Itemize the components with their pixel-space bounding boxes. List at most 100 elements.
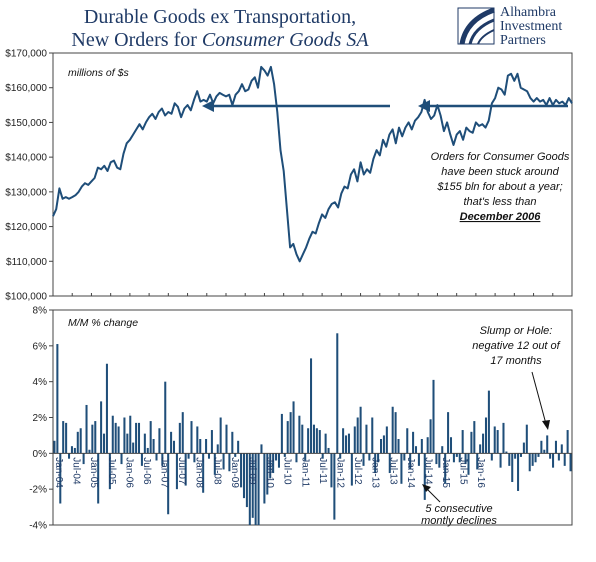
decline-note-line2: montly declines (421, 515, 497, 527)
mm-change-bar (455, 453, 458, 457)
bottom-y-tick-label: -4% (29, 521, 47, 532)
mm-change-bar (304, 453, 307, 461)
mm-change-bar (219, 417, 222, 454)
mm-change-bar (225, 424, 228, 454)
mm-change-bar (193, 453, 196, 463)
mm-change-bar (540, 440, 543, 454)
mm-change-bar (70, 446, 73, 454)
mm-change-bar (76, 431, 79, 454)
chart-title-line1: Durable Goods ex Transportation, (83, 6, 357, 28)
mm-change-bar (149, 421, 152, 454)
mm-change-bar (117, 426, 120, 454)
mm-change-bar (420, 439, 423, 454)
bottom-y-tick-label: 8% (33, 306, 48, 317)
bottom-x-tick-label: Jan-08 (194, 457, 205, 488)
mm-change-bar (554, 440, 557, 454)
mm-change-bar (129, 415, 132, 454)
mm-change-bar (345, 435, 348, 454)
mm-change-bar (403, 453, 406, 461)
mm-change-bar (382, 435, 385, 454)
top-note-line5: December 2006 (460, 211, 542, 223)
mm-change-bar (91, 424, 94, 454)
bottom-x-tick-label: Jan-09 (229, 457, 240, 488)
mm-change-bar (245, 453, 248, 508)
mm-change-bar (423, 453, 426, 500)
logo-line2: Investment (500, 19, 563, 34)
mm-change-bar (534, 453, 537, 463)
mm-change-bar (289, 412, 292, 454)
mm-change-bar (108, 453, 111, 490)
bottom-x-tick-label: Jul-11 (317, 457, 328, 484)
slump-annotation: Slump or Hole: negative 12 out of 17 mon… (472, 325, 561, 430)
mm-change-bar (172, 440, 176, 454)
mm-change-bar (543, 449, 546, 454)
top-note-line3: $155 bln for about a year; (436, 181, 562, 193)
mm-change-bar (394, 412, 397, 454)
mm-change-bar (377, 453, 380, 463)
mm-change-bar (242, 453, 245, 499)
mm-change-bar (263, 453, 266, 504)
mm-change-bar (327, 447, 330, 454)
mm-change-bar (251, 453, 254, 518)
mm-change-bar (275, 453, 278, 461)
mm-change-bar (476, 453, 479, 470)
mm-change-bar (94, 421, 97, 454)
mm-change-bar (111, 415, 114, 454)
mm-change-bar (132, 442, 135, 454)
mm-change-bar (170, 431, 173, 454)
mm-change-bar (339, 453, 342, 459)
alhambra-logo-icon (457, 7, 495, 45)
bottom-y-axis: -4% -2% 0% 2% 4% 6% 8% (29, 306, 53, 532)
mm-change-bar (525, 424, 528, 454)
mm-change-bar (260, 444, 263, 454)
bottom-x-tick-label: Jul-10 (282, 457, 293, 485)
mm-change-bar (196, 426, 199, 454)
arrow-left-2013 (418, 100, 568, 112)
mm-change-bar (126, 433, 129, 454)
mm-change-bar (470, 431, 473, 454)
arrow-left-2006 (202, 100, 390, 112)
bottom-x-tick-label: Jul-12 (352, 457, 363, 485)
mm-change-bar (426, 437, 429, 454)
top-note-line1: Orders for Consumer Goods (431, 151, 570, 163)
mm-change-bar (452, 453, 455, 463)
mm-change-bar (359, 406, 362, 454)
mm-change-bar (380, 439, 383, 454)
bottom-y-tick-label: 6% (33, 341, 48, 352)
mm-change-bar (487, 390, 490, 454)
mm-change-bar (517, 453, 520, 491)
mm-change-bar (181, 412, 184, 454)
bottom-x-tick-label: Jul-06 (141, 457, 152, 485)
mm-change-bar (531, 453, 534, 466)
mm-change-bar (557, 453, 560, 461)
mm-change-bar (432, 379, 435, 454)
bottom-x-axis: Jan-04 Jul-04 Jan-05 Jul-05 Jan-06 Jul-06 Jan-… (53, 457, 486, 488)
mm-change-bar (213, 453, 216, 475)
top-y-tick-label: $130,000 (5, 187, 47, 198)
mm-change-bar (312, 424, 315, 454)
slump-note-line1: Slump or Hole: (480, 325, 553, 337)
mm-change-bar (286, 421, 289, 454)
mm-change-bar (65, 422, 68, 454)
mm-change-bar (464, 453, 467, 465)
top-ylabel: millions of $s (68, 67, 129, 79)
top-note-line4: that's less than (463, 196, 536, 208)
chart-title-line2-prefix: New Orders for (71, 29, 202, 51)
mm-change-bar (414, 446, 418, 454)
chart-title: Durable Goods ex Transportation, New Ord… (40, 6, 400, 52)
mm-change-bar (210, 430, 213, 454)
mm-change-bar (350, 453, 353, 486)
mm-change-bar (482, 433, 485, 454)
top-y-tick-label: $160,000 (5, 83, 47, 94)
mm-change-bar (371, 417, 374, 454)
mm-change-bar (79, 428, 82, 454)
mm-change-bar (528, 453, 531, 472)
top-panel-frame (52, 52, 573, 297)
mm-change-bar (140, 453, 143, 466)
mm-change-bar (234, 453, 237, 457)
bottom-x-tick-label: Jul-05 (106, 457, 117, 485)
logo-line3: Partners (500, 33, 546, 48)
mm-change-bar (397, 439, 400, 454)
mm-change-bar (175, 453, 178, 490)
bottom-plot (53, 333, 572, 525)
